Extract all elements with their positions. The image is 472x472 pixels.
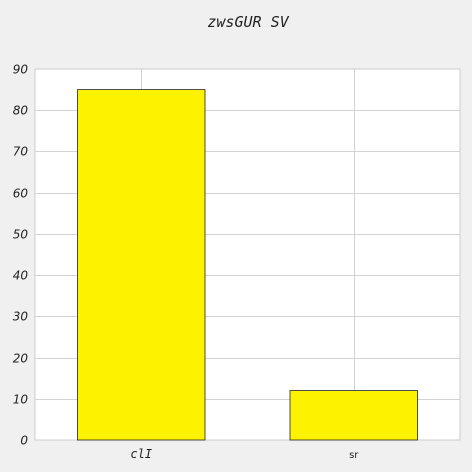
bars (77, 89, 418, 441)
x-axis-ticks: clI sr (130, 447, 359, 461)
y-tick-label-70: 70 (13, 145, 29, 159)
x-tick-label-clI: clI (130, 447, 152, 461)
chart-title: zwsGUR SV (207, 13, 289, 31)
x-tick-label-sr: sr (349, 450, 359, 461)
y-tick-label-50: 50 (13, 228, 29, 242)
y-tick-label-10: 10 (13, 393, 29, 407)
bar-sr (289, 390, 418, 441)
y-tick-label-40: 40 (13, 269, 29, 283)
y-tick-label-30: 30 (13, 310, 29, 324)
bar-clI (77, 89, 206, 441)
y-tick-label-20: 20 (13, 352, 29, 366)
y-tick-label-80: 80 (13, 104, 29, 118)
y-axis-ticks: 0 10 20 30 40 50 60 70 80 90 (13, 63, 29, 448)
y-tick-label-0: 0 (20, 434, 28, 448)
y-tick-label-90: 90 (13, 63, 29, 77)
y-tick-label-60: 60 (13, 187, 29, 201)
